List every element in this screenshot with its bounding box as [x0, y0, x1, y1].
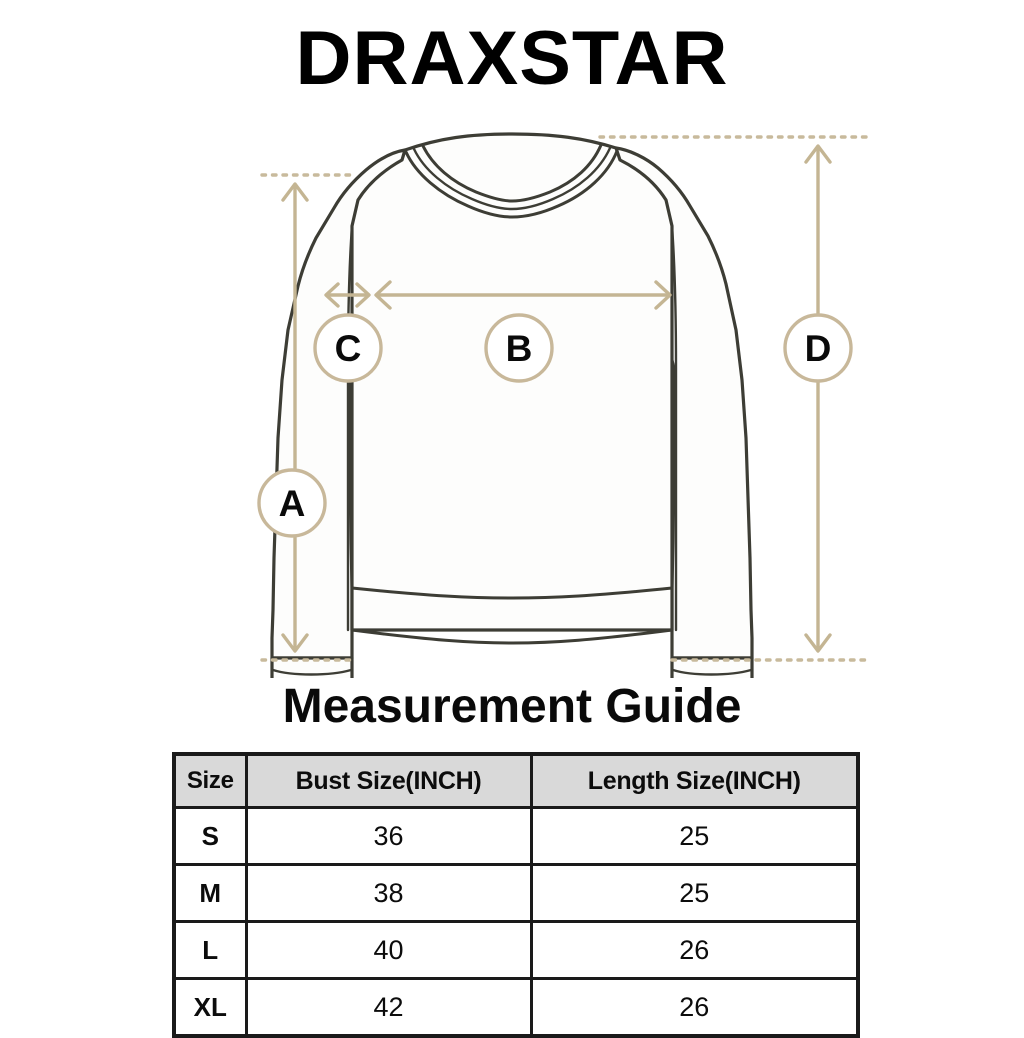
cell-size: XL [172, 977, 248, 1038]
table-row: XL 42 26 [172, 977, 860, 1038]
column-header-length: Length Size(INCH) [529, 752, 860, 809]
brand-title: DRAXSTAR [295, 16, 729, 101]
marker-circle-c [313, 313, 383, 383]
cell-size: L [172, 920, 248, 980]
cell-length: 25 [529, 806, 860, 866]
cell-size: M [172, 863, 248, 923]
cell-bust: 38 [244, 863, 533, 923]
cell-length: 25 [529, 863, 860, 923]
marker-circle-b [484, 313, 554, 383]
column-header-size: Size [172, 752, 248, 809]
measure-line-d [804, 144, 832, 653]
table-row: L 40 26 [172, 920, 860, 980]
measure-marker-b: B [484, 313, 554, 383]
measure-line-c [324, 282, 371, 308]
marker-circle-a [257, 468, 327, 538]
measure-marker-a: A [257, 468, 327, 538]
measure-line-b [374, 280, 672, 310]
table-row: S 36 25 [172, 806, 860, 866]
cell-bust: 40 [244, 920, 533, 980]
measure-marker-c: C [313, 313, 383, 383]
sweatshirt-illustration: .grm { fill: #fdfdfc; stroke: #3d3d35; s… [257, 132, 868, 678]
marker-label-b: B [506, 328, 533, 369]
measure-marker-d: D [783, 313, 853, 383]
measure-line-a [281, 182, 309, 653]
column-header-bust: Bust Size(INCH) [244, 752, 533, 809]
cell-bust: 36 [244, 806, 533, 866]
table-header-row: Size Bust Size(INCH) Length Size(INCH) [172, 752, 860, 809]
marker-circle-d [783, 313, 853, 383]
cell-length: 26 [529, 977, 860, 1038]
cell-bust: 42 [244, 977, 533, 1038]
size-table-container: Size Bust Size(INCH) Length Size(INCH) S… [172, 752, 860, 1038]
marker-label-c: C [335, 328, 362, 369]
section-heading: Measurement Guide [282, 680, 742, 733]
cell-size: S [172, 806, 248, 866]
table-row: M 38 25 [172, 863, 860, 923]
size-table: Size Bust Size(INCH) Length Size(INCH) S… [172, 752, 860, 1038]
cell-length: 26 [529, 920, 860, 980]
marker-label-d: D [805, 328, 832, 369]
marker-label-a: A [279, 483, 306, 524]
measurement-diagram: .grm { fill: #fdfdfc; stroke: #3d3d35; s… [0, 118, 1024, 678]
